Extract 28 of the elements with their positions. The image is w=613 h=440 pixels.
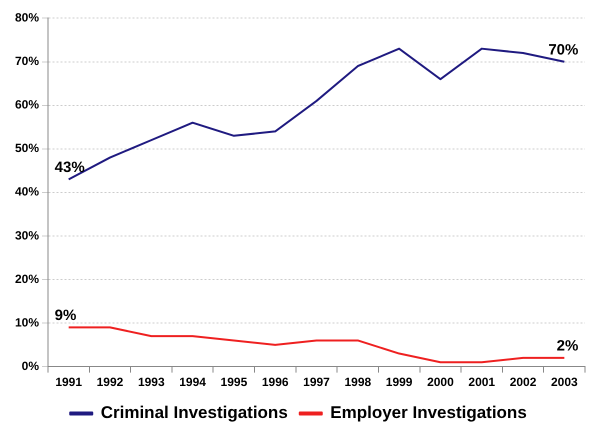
x-tick-label: 1995: [220, 375, 248, 390]
y-tick-label: 10%: [14, 315, 40, 330]
y-tick-label: 40%: [14, 184, 40, 199]
y-tick-label: 80%: [14, 10, 40, 25]
x-tick-label: 2003: [550, 375, 578, 390]
x-tick-label: 1997: [303, 375, 330, 390]
y-tick-label: 0%: [22, 358, 40, 373]
x-tick-label: 1992: [96, 375, 124, 390]
x-tick-label: 1998: [344, 375, 372, 390]
legend-label: Employer Investigations: [330, 403, 527, 422]
y-tick-label: 30%: [14, 228, 40, 242]
x-tick-label: 1991: [55, 375, 82, 390]
y-tick-label: 60%: [14, 98, 40, 112]
x-tick-label: 1993: [138, 375, 165, 390]
annotation: 43%: [54, 158, 85, 176]
x-tick-label: 1999: [386, 375, 413, 390]
y-tick-label: 50%: [14, 141, 40, 156]
legend-label: Criminal Investigations: [100, 403, 288, 422]
x-tick-label: 1996: [262, 375, 289, 390]
x-tick-label: 1994: [179, 375, 206, 390]
y-tick-label: 70%: [14, 54, 40, 68]
annotation: 2%: [556, 338, 578, 355]
x-tick-label: 2002: [510, 375, 537, 390]
y-tick-label: 20%: [14, 272, 40, 286]
annotation: 70%: [548, 41, 578, 58]
x-tick-label: 2001: [468, 375, 496, 390]
annotation: 9%: [54, 307, 76, 324]
x-tick-label: 2000: [427, 375, 454, 390]
